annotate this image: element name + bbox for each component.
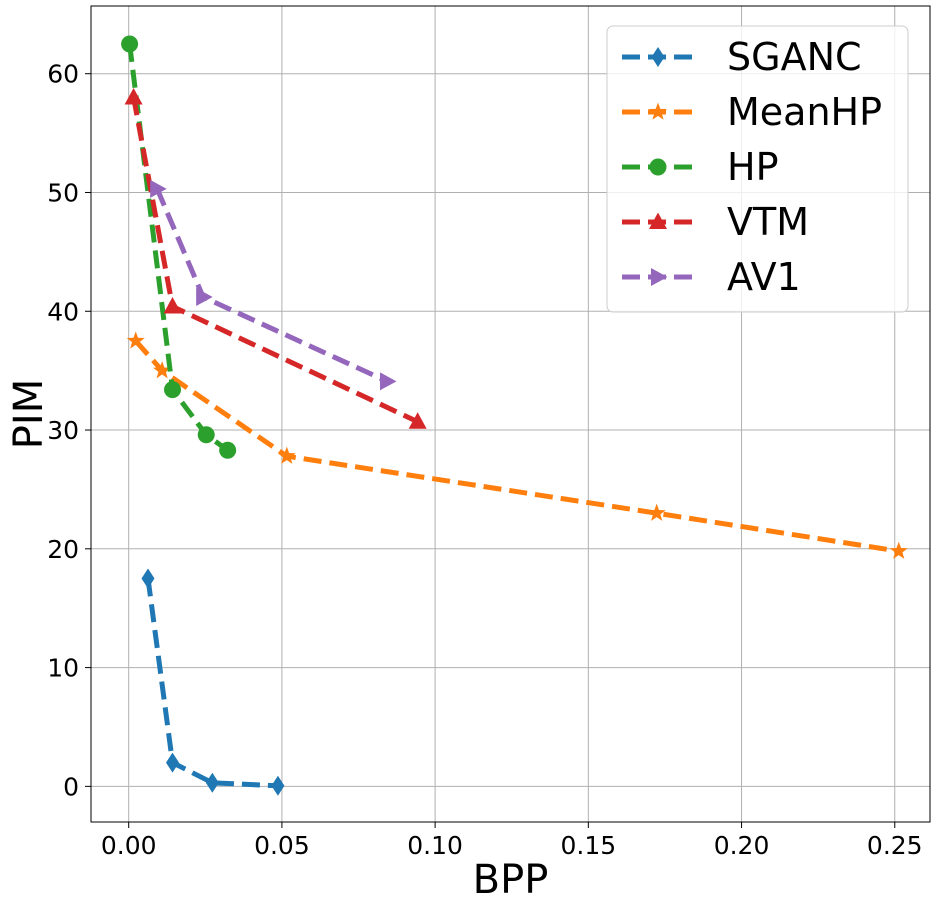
legend: SGANC MeanHP HP VTM AV1 xyxy=(606,25,909,313)
legend-marker-vtm xyxy=(649,212,667,229)
legend-entry-sganc: SGANC xyxy=(622,35,862,79)
y-tick-label: 20 xyxy=(47,535,79,564)
y-tick-label: 50 xyxy=(47,178,79,207)
data-point-hp xyxy=(197,426,215,444)
y-tick-label: 30 xyxy=(47,416,79,445)
data-point-hp xyxy=(121,35,139,53)
y-tick-label: 40 xyxy=(47,297,79,326)
x-tick-label: 0.15 xyxy=(560,831,616,860)
data-point-sganc xyxy=(271,775,285,796)
plot-frame xyxy=(90,5,931,823)
series-line-hp xyxy=(127,43,230,453)
legend-box xyxy=(606,25,909,313)
data-point-meanhp xyxy=(889,541,908,559)
data-point-hp xyxy=(164,381,182,399)
axis-ticks: 0.00 0.05 0.10 0.15 0.20 0.25 0 10 20 30 40 50 60 xyxy=(47,60,922,860)
series-line-meanhp xyxy=(133,339,900,554)
legend-entry-vtm: VTM xyxy=(622,200,809,244)
x-tick-label: 0.20 xyxy=(714,831,770,860)
y-axis-title: PIM xyxy=(6,379,52,449)
y-tick-label: 0 xyxy=(63,772,79,801)
legend-marker-av1 xyxy=(651,268,668,286)
plot-series xyxy=(121,35,908,796)
data-point-av1 xyxy=(150,179,167,198)
x-axis-title: BPP xyxy=(473,857,549,903)
legend-label-hp: HP xyxy=(727,145,779,189)
legend-label-meanhp: MeanHP xyxy=(727,90,882,134)
x-tick-label: 0.05 xyxy=(254,831,310,860)
legend-marker-hp xyxy=(649,158,667,176)
data-point-meanhp xyxy=(126,331,145,349)
series-sganc xyxy=(141,568,285,796)
y-tick-label: 60 xyxy=(47,60,79,89)
data-point-meanhp xyxy=(153,361,172,379)
x-tick-label: 0.00 xyxy=(101,831,157,860)
data-point-meanhp xyxy=(647,503,666,521)
data-point-av1 xyxy=(196,288,213,307)
series-av1 xyxy=(150,179,397,391)
series-vtm xyxy=(124,87,427,429)
data-point-sganc xyxy=(205,772,219,793)
series-hp xyxy=(121,35,237,459)
data-point-sganc xyxy=(141,568,155,589)
series-line-sganc xyxy=(145,578,279,789)
data-point-sganc xyxy=(166,752,180,773)
data-point-av1 xyxy=(380,372,397,391)
legend-marker-sganc xyxy=(651,47,665,67)
legend-entry-av1: AV1 xyxy=(622,255,801,299)
legend-marker-meanhp xyxy=(648,102,668,120)
x-tick-label: 0.10 xyxy=(407,831,463,860)
data-point-hp xyxy=(219,441,237,459)
data-point-vtm xyxy=(163,297,182,314)
data-point-meanhp xyxy=(277,446,296,464)
legend-entry-meanhp: MeanHP xyxy=(622,90,882,134)
legend-entry-hp: HP xyxy=(622,145,779,189)
x-tick-label: 0.25 xyxy=(867,831,923,860)
series-meanhp xyxy=(126,331,908,559)
legend-label-sganc: SGANC xyxy=(727,35,862,79)
data-point-vtm xyxy=(124,87,143,105)
y-tick-label: 10 xyxy=(47,654,79,683)
series-line-vtm xyxy=(131,97,419,424)
legend-label-vtm: VTM xyxy=(727,200,809,244)
legend-label-av1: AV1 xyxy=(727,255,801,299)
data-point-vtm xyxy=(408,412,427,429)
